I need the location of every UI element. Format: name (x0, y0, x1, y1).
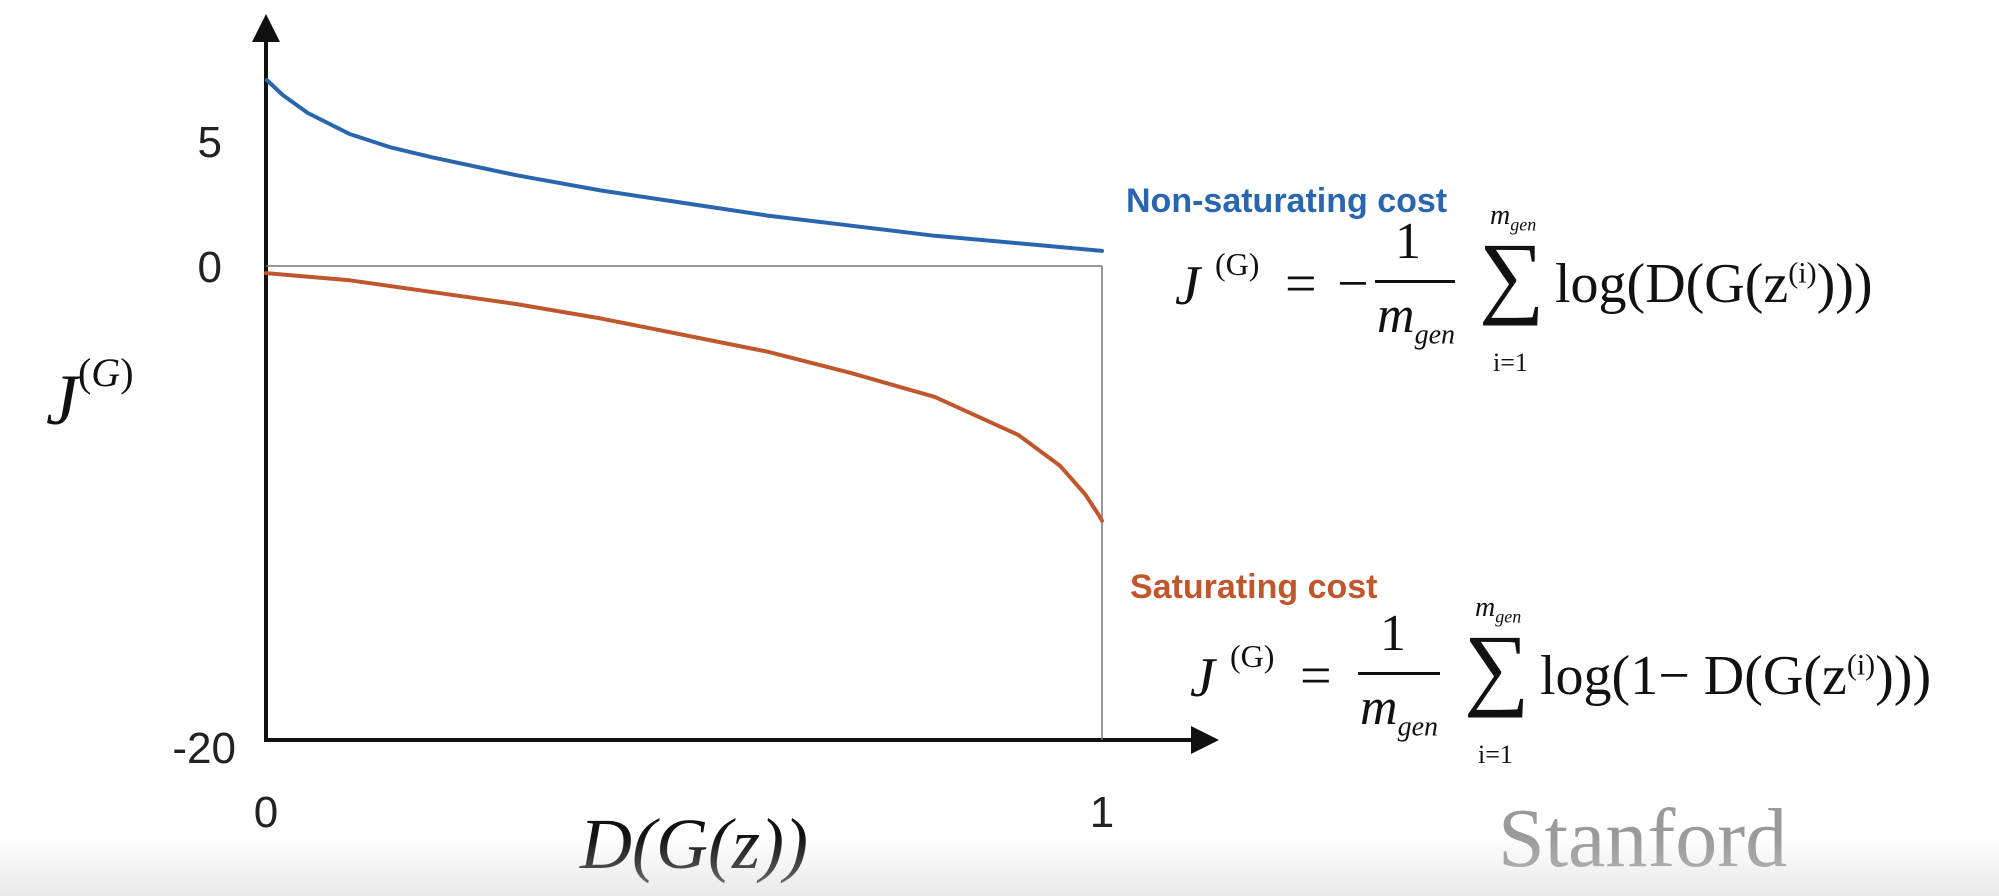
saturating-cost-line (264, 271, 1104, 523)
nonsaturating-cost-line (264, 78, 1104, 253)
formula-numerator: 1 (1380, 605, 1406, 662)
formula-sum-upper: mgen (1490, 200, 1537, 235)
formula-denominator: mgen (1377, 287, 1455, 351)
formula-body: log(1− D(G(z(i)))) (1540, 645, 1932, 707)
formula-lhs-sup: (G) (1215, 246, 1260, 282)
x-tick-label: 0 (254, 788, 278, 837)
formula-fraction-bar (1358, 672, 1440, 675)
y-tick-label: 0 (198, 243, 222, 292)
formula-lhs-sup: (G) (1230, 638, 1275, 674)
series-group (264, 78, 1104, 523)
stanford-watermark: Stanford (1498, 792, 1788, 885)
formula-sum-lower: i=1 (1493, 348, 1528, 377)
formula-lhs: J (1175, 255, 1200, 317)
formula-equals: = (1300, 645, 1332, 707)
formula-equals: = (1285, 253, 1317, 315)
sat-formula: J (G) = 1 mgen mgen ∑ i=1 log(1− D(G(z(i… (1190, 592, 1980, 780)
formula-numerator: 1 (1395, 213, 1421, 270)
nonsat-formula: J (G) = − 1 mgen mgen ∑ i=1 log(D(G(z(i)… (1175, 200, 1955, 388)
legend-saturating: Saturating cost (1130, 568, 1378, 606)
formula-body: log(D(G(z(i)))) (1555, 253, 1873, 315)
y-tick-label: 5 (198, 118, 222, 167)
formula-lhs: J (1190, 647, 1215, 709)
formula-fraction-bar (1375, 280, 1455, 283)
formula-sum-upper: mgen (1475, 592, 1522, 627)
formula-sum-lower: i=1 (1478, 740, 1513, 769)
x-axis-label: D(G(z)) (579, 804, 808, 884)
y-tick-label: -20 (172, 724, 236, 773)
x-tick-label: 1 (1090, 788, 1114, 837)
formula-denominator: mgen (1360, 679, 1438, 743)
sigma-icon: ∑ (1479, 224, 1545, 326)
formula-sign: − (1337, 253, 1369, 315)
y-axis-label: J(G) (46, 350, 134, 440)
legend-nonsaturating: Non-saturating cost (1126, 182, 1448, 220)
sigma-icon: ∑ (1464, 616, 1530, 718)
